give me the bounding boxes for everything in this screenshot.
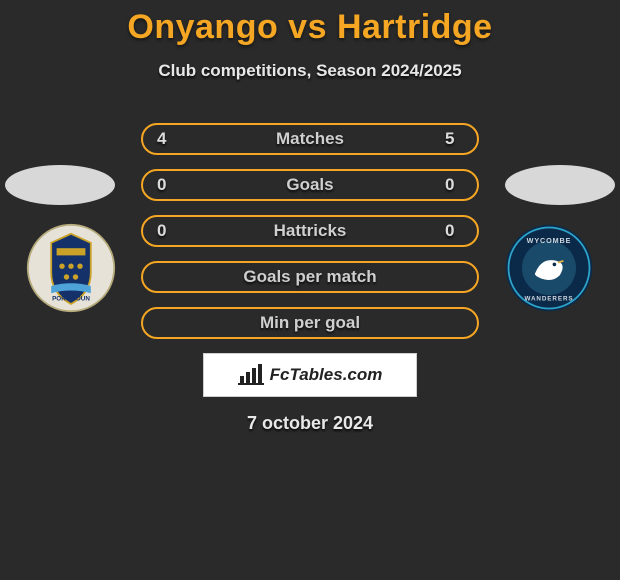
stat-right-value: 0 <box>445 175 463 195</box>
stat-left-value: 4 <box>157 129 175 149</box>
stat-label: Hattricks <box>274 221 347 241</box>
player-photo-left <box>5 165 115 205</box>
svg-text:PORT COUN: PORT COUN <box>52 295 90 302</box>
page-title: Onyango vs Hartridge <box>0 0 620 47</box>
stat-right-value: 0 <box>445 221 463 241</box>
svg-text:WANDERERS: WANDERERS <box>524 295 573 302</box>
stat-label: Goals <box>286 175 333 195</box>
player-photo-right <box>505 165 615 205</box>
brand-watermark: FcTables.com <box>203 353 417 397</box>
stat-rows: 4 Matches 5 0 Goals 0 0 Hattricks 0 Goal… <box>141 123 479 339</box>
stat-left-value: 0 <box>157 221 175 241</box>
stockport-crest-icon: PORT COUN <box>26 223 116 313</box>
wycombe-crest-icon: WYCOMBE WANDERERS <box>504 223 594 313</box>
bar-chart-icon <box>238 364 264 386</box>
stat-row-hattricks: 0 Hattricks 0 <box>141 215 479 247</box>
stat-row-matches: 4 Matches 5 <box>141 123 479 155</box>
stat-right-value: 5 <box>445 129 463 149</box>
comparison-panel: PORT COUN WYCOMBE WANDERERS 4 Matches 5 … <box>0 123 620 434</box>
brand-text: FcTables.com <box>270 365 383 385</box>
stat-row-min-per-goal: Min per goal <box>141 307 479 339</box>
club-crest-right: WYCOMBE WANDERERS <box>504 223 594 313</box>
stat-row-goals: 0 Goals 0 <box>141 169 479 201</box>
stat-label: Min per goal <box>260 313 360 333</box>
stat-label: Goals per match <box>243 267 376 287</box>
stat-label: Matches <box>276 129 344 149</box>
club-crest-left: PORT COUN <box>26 223 116 313</box>
date-line: 7 october 2024 <box>0 413 620 434</box>
stat-row-goals-per-match: Goals per match <box>141 261 479 293</box>
svg-text:WYCOMBE: WYCOMBE <box>527 236 572 245</box>
subtitle: Club competitions, Season 2024/2025 <box>0 61 620 81</box>
stat-left-value: 0 <box>157 175 175 195</box>
